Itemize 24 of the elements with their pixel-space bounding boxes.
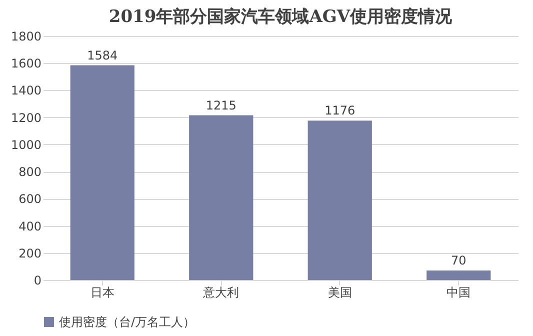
bar [308, 120, 372, 280]
x-tick-label: 日本 [90, 286, 114, 300]
bar [426, 270, 491, 280]
y-tick-label: 1200 [10, 110, 42, 125]
y-tick-label: 1400 [10, 84, 42, 98]
y-tick-label: 400 [18, 219, 42, 234]
data-label: 70 [450, 254, 466, 268]
x-tick-label: 意大利 [202, 286, 240, 300]
y-tick-label: 600 [18, 192, 42, 206]
y-tick-label: 1800 [10, 30, 42, 44]
data-label: 1176 [324, 104, 356, 118]
chart-title: 2019年部分国家汽车领域AGV使用密度情况 [108, 7, 454, 27]
x-tick-label: 中国 [446, 286, 471, 300]
y-tick-label: 200 [18, 246, 42, 260]
y-tick-label: 1600 [10, 56, 42, 71]
data-label: 1584 [87, 48, 118, 62]
y-tick-label: 1000 [10, 138, 42, 152]
y-tick-label: 0 [34, 274, 42, 288]
y-tick-label: 800 [18, 165, 42, 180]
legend-label: 使用密度（台/万名工人） [59, 315, 196, 329]
data-label: 1215 [206, 98, 236, 112]
bar [70, 65, 134, 280]
x-tick-label: 美国 [328, 286, 352, 300]
bar [189, 115, 254, 280]
